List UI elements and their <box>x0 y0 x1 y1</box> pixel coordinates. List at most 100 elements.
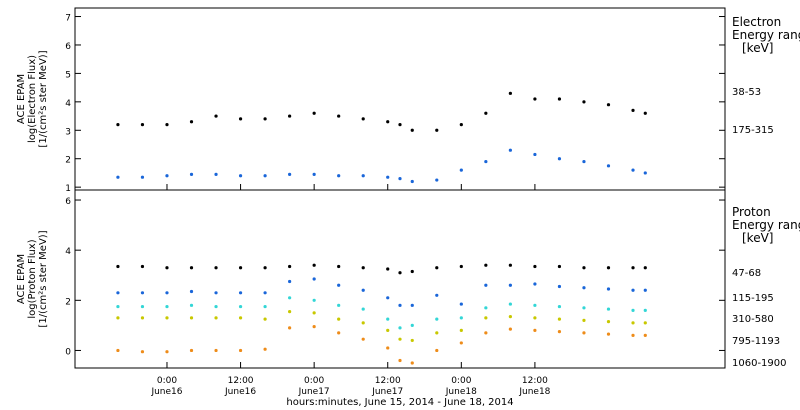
electron-series-1-point <box>214 172 218 176</box>
proton-series-2-point <box>214 304 218 309</box>
time-tick-time-label: 12:00 <box>375 376 401 386</box>
proton-legend-entry: 47-68 <box>732 268 761 279</box>
time-tick-date-label: June18 <box>445 387 477 397</box>
proton-series-1-point <box>116 291 120 295</box>
proton-series-4-point <box>508 327 512 331</box>
electron-series-0-point <box>238 117 243 121</box>
proton-series-3-point <box>508 315 512 319</box>
electron-series-1-point <box>361 174 365 178</box>
electron-series-0-point <box>410 128 414 132</box>
proton-ytick-label: 2 <box>65 297 71 307</box>
proton-series-4-point <box>631 333 635 338</box>
electron-series-1-point <box>533 152 537 157</box>
proton-series-0-point <box>606 266 611 270</box>
proton-series-0-point <box>643 266 647 270</box>
proton-ylabel-line-2: log(Proton Flux) <box>27 239 38 318</box>
electron-series-0-point <box>263 117 267 121</box>
electron-series-1-point <box>288 172 292 176</box>
electron-panel: 1 2 3 4 5 6 7 ACE EPAM log(Electron Flux) [1/(… <box>16 7 800 194</box>
proton-data-points <box>116 263 647 365</box>
electron-series-0-point <box>361 117 365 121</box>
proton-series-3-point <box>606 320 611 324</box>
proton-series-2-point <box>533 303 537 307</box>
proton-series-2-point <box>557 304 562 309</box>
time-axis-label: hours:minutes, June 15, 2014 - June 18, … <box>286 397 513 408</box>
proton-series-2-point <box>410 323 414 327</box>
proton-series-0-point <box>557 264 562 269</box>
electron-series-1-point <box>459 168 463 172</box>
proton-series-4-point <box>263 347 267 351</box>
proton-ytick-label: 0 <box>65 347 71 357</box>
electron-series-0-point <box>288 114 292 118</box>
proton-legend: 47-68 115-195 310-580 795-1193 1060-1900 <box>732 268 787 369</box>
electron-series-0-point <box>459 122 463 127</box>
electron-series-0-point <box>533 97 537 101</box>
electron-series-1-point <box>508 148 512 152</box>
proton-series-1-point <box>312 277 316 281</box>
electron-series-1-point <box>189 172 194 176</box>
electron-ylabel-line-2: log(Electron Flux) <box>27 55 38 143</box>
proton-series-1-point <box>606 287 611 291</box>
electron-ytick-label: 1 <box>65 184 71 194</box>
proton-series-1-point <box>288 279 292 284</box>
electron-series-0-point <box>582 100 586 104</box>
electron-series-0-point <box>484 111 488 115</box>
proton-series-2-point <box>165 304 169 309</box>
proton-series-2-point <box>508 302 512 306</box>
electron-series-0-point <box>214 114 218 118</box>
proton-series-1-point <box>398 303 402 307</box>
electron-legend-entry: 38-53 <box>732 87 761 98</box>
electron-ytick-label: 3 <box>65 127 71 137</box>
time-tick-date-label: June16 <box>224 387 256 397</box>
proton-series-4-point <box>557 330 562 334</box>
proton-series-1-point <box>214 291 218 295</box>
proton-ytick-label: 4 <box>65 247 71 257</box>
proton-series-0-point <box>116 264 120 269</box>
proton-series-0-point <box>484 263 488 267</box>
electron-legend-entry: 175-315 <box>732 125 774 136</box>
proton-legend-unit: [keV] <box>742 231 773 245</box>
electron-ytick-label: 6 <box>65 42 71 52</box>
proton-series-0-point <box>631 266 635 270</box>
proton-series-2-point <box>116 304 120 309</box>
electron-ytick-label: 2 <box>65 156 71 166</box>
proton-series-1-point <box>557 284 562 289</box>
proton-series-3-point <box>582 318 586 322</box>
proton-series-0-point <box>288 264 292 269</box>
proton-series-4-point <box>606 332 611 336</box>
proton-series-3-point <box>484 316 488 320</box>
proton-series-4-point <box>582 331 586 335</box>
time-tick-date-label: June18 <box>518 387 550 397</box>
proton-series-1-point <box>238 291 243 295</box>
proton-series-3-point <box>459 328 463 332</box>
electron-legend-subtitle: Energy ranges <box>732 28 800 42</box>
electron-ylabel-line-3: [1/(cm²s ster MeV)] <box>38 50 49 147</box>
proton-series-4-point <box>459 341 463 345</box>
proton-series-4-point <box>643 333 647 338</box>
proton-series-3-point <box>288 309 292 314</box>
electron-series-1-point <box>238 174 243 178</box>
electron-series-1-point <box>643 171 647 175</box>
electron-data-points <box>116 91 647 184</box>
proton-series-3-point <box>214 316 218 320</box>
proton-series-2-point <box>263 304 267 309</box>
proton-series-2-point <box>189 303 194 307</box>
electron-series-1-point <box>631 168 635 172</box>
proton-series-3-point <box>398 337 402 341</box>
proton-series-4-point <box>533 328 537 332</box>
electron-series-1-point <box>398 177 402 181</box>
proton-legend-entry: 310-580 <box>732 314 774 325</box>
proton-legend-entry: 115-195 <box>732 293 774 304</box>
electron-series-1-point <box>312 172 316 176</box>
proton-series-0-point <box>312 263 316 267</box>
proton-series-0-point <box>410 269 414 274</box>
electron-series-0-point <box>165 122 169 127</box>
time-tick-date-label: June17 <box>298 387 330 397</box>
proton-series-4-point <box>337 331 341 335</box>
proton-series-3-point <box>140 316 145 320</box>
proton-series-1-point <box>386 296 390 300</box>
proton-series-0-point <box>386 267 390 271</box>
proton-series-0-point <box>435 266 439 270</box>
proton-series-2-point <box>484 306 488 310</box>
